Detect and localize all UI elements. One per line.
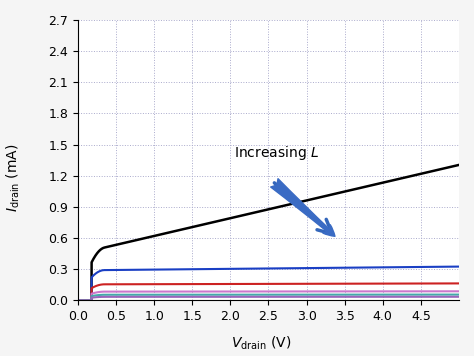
Text: $V_{\mathrm{drain}}$ (V): $V_{\mathrm{drain}}$ (V) [230, 335, 291, 352]
Text: Increasing $L$: Increasing $L$ [234, 144, 319, 162]
Text: $I_{\mathrm{drain}}$ (mA): $I_{\mathrm{drain}}$ (mA) [5, 144, 22, 212]
